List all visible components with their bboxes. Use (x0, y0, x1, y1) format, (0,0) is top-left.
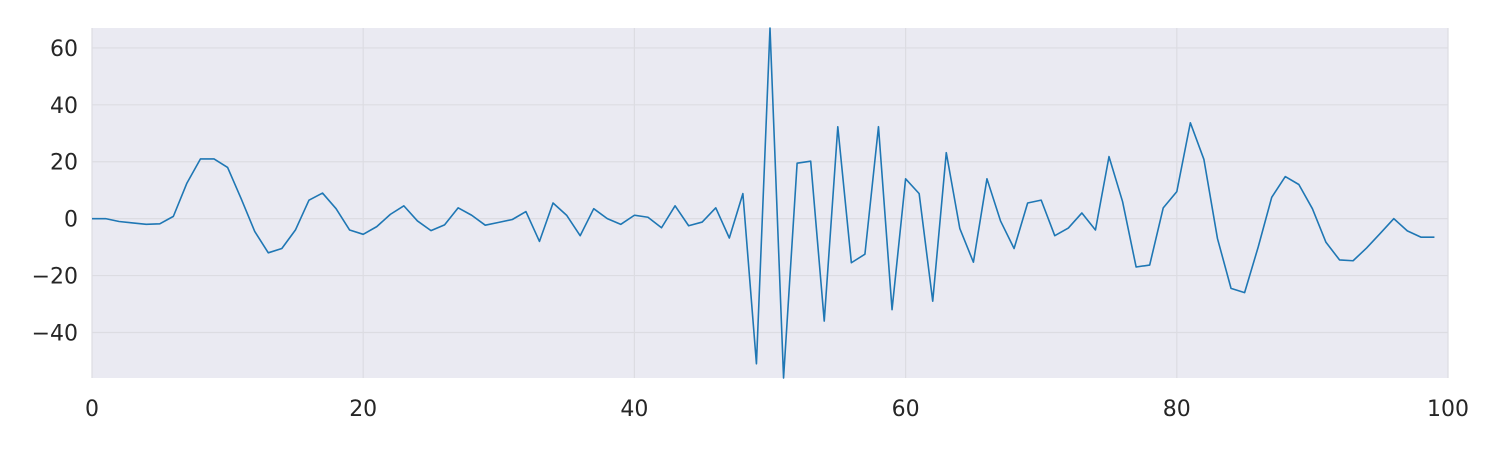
x-tick-label: 80 (1163, 397, 1191, 422)
series-group (92, 27, 1435, 379)
x-axis-ticks: 0 20 40 60 80 100 (85, 397, 1469, 422)
plot-area (92, 28, 1448, 378)
x-tick-label: 0 (85, 397, 99, 422)
y-axis-ticks: −40 −20 0 20 40 60 (32, 37, 78, 347)
y-tick-label: −40 (32, 321, 78, 346)
y-tick-label: 20 (50, 151, 78, 176)
x-tick-label: 40 (620, 397, 648, 422)
series-line (92, 27, 1435, 379)
y-tick-label: 0 (64, 208, 78, 233)
y-tick-label: −20 (32, 265, 78, 290)
y-tick-label: 40 (50, 94, 78, 119)
x-tick-label: 20 (349, 397, 377, 422)
x-tick-label: 60 (892, 397, 920, 422)
x-tick-label: 100 (1427, 397, 1469, 422)
y-tick-label: 60 (50, 37, 78, 62)
grid-lines (91, 28, 1449, 378)
